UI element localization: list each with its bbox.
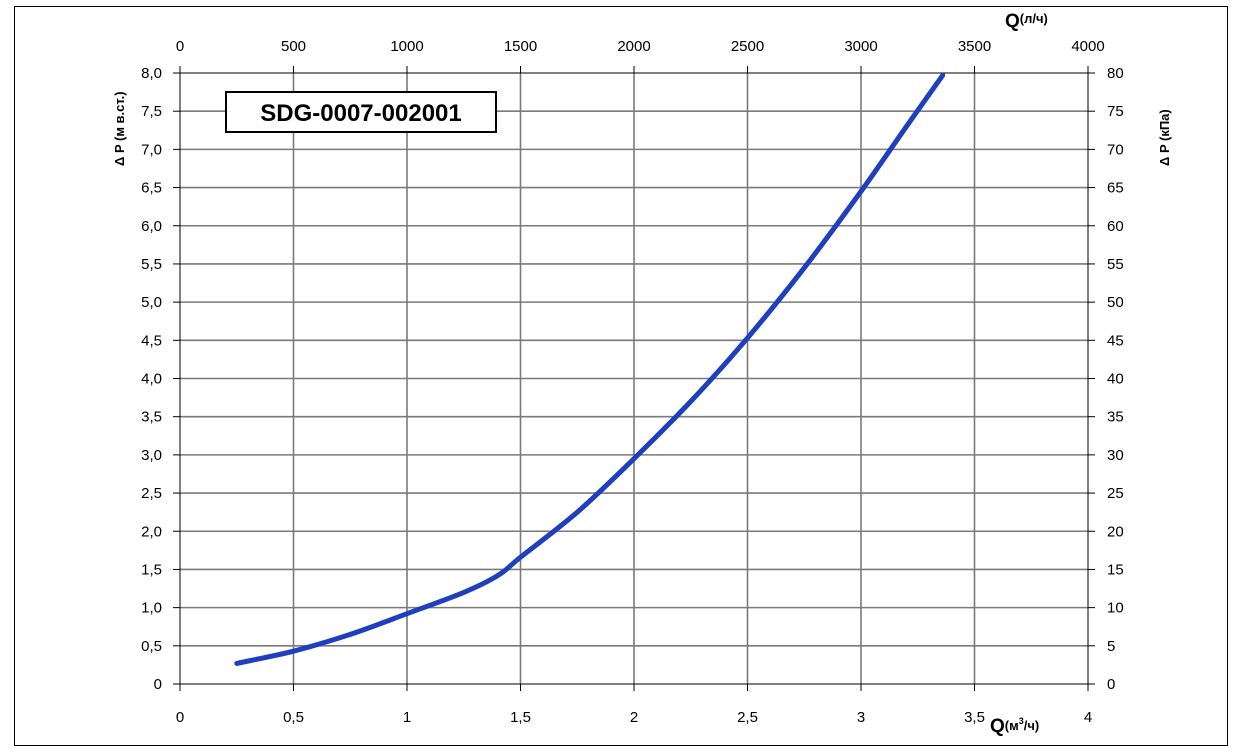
y-right-tick-label: 60 bbox=[1107, 218, 1124, 235]
x-top-tick-label: 1500 bbox=[504, 38, 537, 55]
y-left-tick-label: 4,0 bbox=[141, 371, 162, 388]
y-right-tick-label: 5 bbox=[1107, 638, 1115, 655]
y-left-tick-label: 6,5 bbox=[141, 180, 162, 197]
x-bottom-tick-label: 4 bbox=[1084, 709, 1092, 726]
y-right-axis-title: Δ P (кПа) bbox=[1157, 109, 1172, 166]
x-top-tick-label: 0 bbox=[176, 38, 184, 55]
y-right-tick-label: 55 bbox=[1107, 256, 1124, 273]
y-right-tick-label: 70 bbox=[1107, 141, 1124, 158]
y-left-tick-label: 1,5 bbox=[141, 561, 162, 578]
y-left-tick-label: 2,5 bbox=[141, 485, 162, 502]
y-right-tick-label: 20 bbox=[1107, 523, 1124, 540]
x-top-axis-title: Q(л/ч) bbox=[1005, 11, 1048, 32]
grid bbox=[180, 73, 1088, 684]
pressure-curve-line bbox=[237, 75, 943, 663]
x-bottom-tick-label: 2 bbox=[630, 709, 638, 726]
x-top-tick-label: 1000 bbox=[390, 38, 423, 55]
y-left-tick-label: 3,5 bbox=[141, 409, 162, 426]
x-bottom-tick-label: 2,5 bbox=[737, 709, 758, 726]
x-bottom-tick-label: 0,5 bbox=[283, 709, 304, 726]
x-bottom-tick-label: 1,5 bbox=[510, 709, 531, 726]
y-left-tick-label: 6,0 bbox=[141, 218, 162, 235]
y-left-tick-label: 0,5 bbox=[141, 638, 162, 655]
x-top-tick-label: 500 bbox=[281, 38, 306, 55]
y-right-tick-label: 45 bbox=[1107, 332, 1124, 349]
y-left-tick-label: 4,5 bbox=[141, 332, 162, 349]
x-top-tick-label: 3500 bbox=[958, 38, 991, 55]
x-top-tick-label: 2000 bbox=[617, 38, 650, 55]
x-bottom-tick-label: 3,5 bbox=[964, 709, 985, 726]
x-bottom-tick-label: 0 bbox=[176, 709, 184, 726]
y-right-tick-label: 50 bbox=[1107, 294, 1124, 311]
y-left-tick-label: 1,0 bbox=[141, 600, 162, 617]
y-left-tick-label: 5,5 bbox=[141, 256, 162, 273]
y-right-tick-label: 35 bbox=[1107, 409, 1124, 426]
y-right-tick-label: 75 bbox=[1107, 103, 1124, 120]
y-right-tick-label: 40 bbox=[1107, 371, 1124, 388]
x-top-tick-label: 2500 bbox=[731, 38, 764, 55]
y-left-tick-label: 0 bbox=[154, 676, 162, 693]
y-right-tick-label: 25 bbox=[1107, 485, 1124, 502]
x-bottom-tick-label: 1 bbox=[403, 709, 411, 726]
y-left-tick-label: 7,5 bbox=[141, 103, 162, 120]
y-right-tick-label: 15 bbox=[1107, 561, 1124, 578]
x-bottom-tick-label: 3 bbox=[857, 709, 865, 726]
chart-title-badge: SDG-0007-002001 bbox=[226, 92, 496, 132]
y-right-tick-label: 0 bbox=[1107, 676, 1115, 693]
series-layer bbox=[237, 75, 943, 663]
x-bottom-axis-title: Q(м3/ч) bbox=[990, 716, 1039, 737]
y-left-tick-label: 3,0 bbox=[141, 447, 162, 464]
y-right-tick-label: 65 bbox=[1107, 180, 1124, 197]
y-left-tick-label: 2,0 bbox=[141, 523, 162, 540]
y-right-tick-label: 30 bbox=[1107, 447, 1124, 464]
y-right-tick-label: 80 bbox=[1107, 65, 1124, 82]
y-left-tick-label: 7,0 bbox=[141, 141, 162, 158]
y-left-axis-title: Δ P (м в.ст.) bbox=[112, 91, 127, 166]
y-right-tick-label: 10 bbox=[1107, 600, 1124, 617]
x-top-tick-label: 4000 bbox=[1071, 38, 1104, 55]
y-left-tick-label: 5,0 bbox=[141, 294, 162, 311]
chart-title: SDG-0007-002001 bbox=[260, 100, 461, 127]
x-top-tick-label: 3000 bbox=[844, 38, 877, 55]
tick-labels: 000,5500110001,51500220002,52500330003,5… bbox=[141, 38, 1124, 726]
y-left-tick-label: 8,0 bbox=[141, 65, 162, 82]
